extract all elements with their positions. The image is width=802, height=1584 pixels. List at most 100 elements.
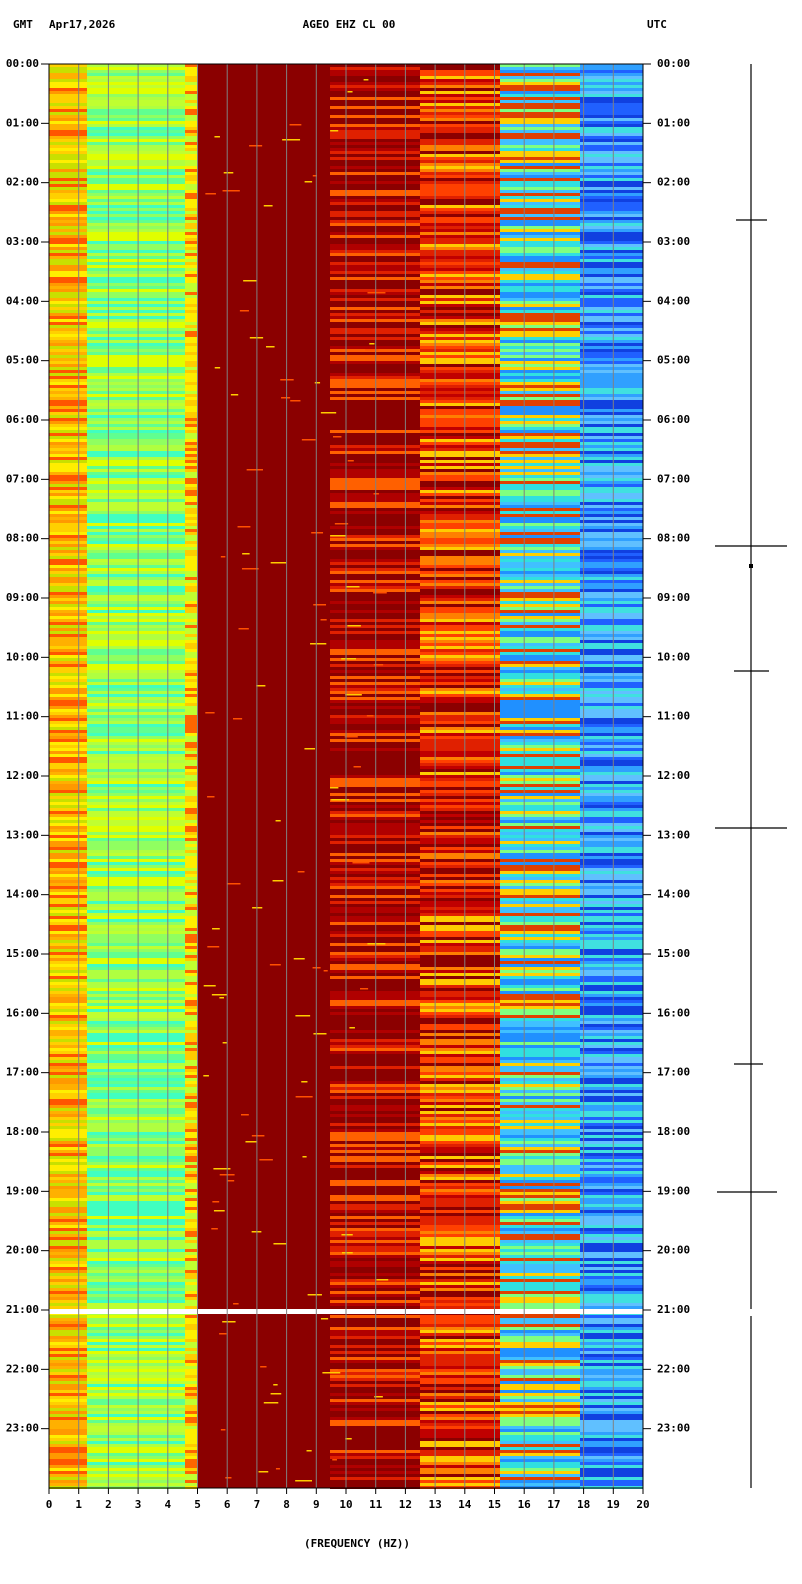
spectrogram-row [49, 472, 87, 475]
spectrogram-row [87, 70, 185, 73]
spectrogram-row [500, 721, 580, 724]
spectrogram-row [185, 472, 197, 475]
spectrogram-row [420, 994, 500, 997]
spectrogram-row [49, 127, 87, 130]
spectrogram-row [420, 544, 500, 547]
spectrogram-row [580, 322, 643, 325]
spectrogram-row [87, 1318, 185, 1321]
spectrogram-row [330, 817, 420, 820]
spectrogram-row [580, 1231, 643, 1234]
spectrogram-row [500, 553, 580, 556]
spectrogram-row [87, 1039, 185, 1042]
spectrogram-row [49, 184, 87, 187]
spectrogram-row [420, 553, 500, 556]
spectrogram-row [580, 883, 643, 886]
spectrogram-row [87, 505, 185, 508]
spectrogram-row [330, 895, 420, 898]
spectrogram-row [330, 1360, 420, 1363]
spectrogram-row [420, 298, 500, 301]
spectrogram-row [580, 658, 643, 661]
spectrogram-row [49, 508, 87, 511]
spectrogram-row [87, 1027, 185, 1030]
spectrogram-row [49, 928, 87, 931]
spectrogram-row [185, 460, 197, 463]
spectrogram-row [500, 664, 580, 667]
spectrogram-row [580, 313, 643, 316]
spectrogram-row [87, 1288, 185, 1291]
spectrogram-row [87, 865, 185, 868]
spectrogram-row [49, 865, 87, 868]
y-tick-label: 15:00 [6, 947, 39, 960]
spectrogram-row [87, 421, 185, 424]
spectrogram-row [87, 778, 185, 781]
spectrogram-row [87, 403, 185, 406]
spectrogram-row [330, 907, 420, 910]
spectrogram-row [185, 766, 197, 769]
spectrogram-row [185, 421, 197, 424]
spectrogram-row [87, 1483, 185, 1486]
spectrogram-row [330, 1435, 420, 1438]
y-tick-label: 00:00 [6, 57, 39, 70]
spectrogram-row [420, 1426, 500, 1429]
spectrogram-row [420, 1360, 500, 1363]
spectrogram-row [87, 856, 185, 859]
spectrogram-row [330, 217, 420, 220]
spectrogram-row [500, 934, 580, 937]
spectrogram-row [49, 406, 87, 409]
spectrogram-streak [345, 1438, 352, 1440]
spectrogram-row [420, 232, 500, 235]
spectrogram-row [185, 922, 197, 925]
y-tick-label-right: 05:00 [657, 354, 690, 367]
spectrogram-row [330, 862, 420, 865]
spectrogram-row [500, 1357, 580, 1360]
spectrogram-row [49, 1396, 87, 1399]
spectrogram-row [87, 1381, 185, 1384]
spectrogram-row [49, 1483, 87, 1486]
spectrogram-row [580, 1369, 643, 1372]
spectrogram-row [580, 67, 643, 70]
spectrogram-row [87, 952, 185, 955]
spectrogram-row [330, 307, 420, 310]
spectrogram-row [580, 292, 643, 295]
spectrogram-row [185, 1114, 197, 1117]
spectrogram-row [500, 1042, 580, 1045]
spectrogram-row [330, 403, 420, 406]
spectrogram-row [185, 385, 197, 388]
spectrogram-row [49, 1222, 87, 1225]
spectrogram-row [500, 997, 580, 1000]
spectrogram-row [580, 391, 643, 394]
spectrogram-row [330, 784, 420, 787]
spectrogram-row [580, 307, 643, 310]
spectrogram-row [185, 850, 197, 853]
spectrogram-row [49, 370, 87, 373]
spectrogram-row [87, 229, 185, 232]
spectrogram-row [420, 394, 500, 397]
spectrogram-row [330, 991, 420, 994]
spectrogram-row [87, 1255, 185, 1258]
spectrogram-row [49, 1246, 87, 1249]
spectrogram-row [330, 322, 420, 325]
spectrogram-row [420, 1237, 500, 1240]
spectrogram-row [49, 1231, 87, 1234]
spectrogram-row [580, 124, 643, 127]
spectrogram-row [87, 1300, 185, 1303]
spectrogram-streak [273, 1243, 287, 1245]
spectrogram-row [580, 676, 643, 679]
spectrogram-row [185, 409, 197, 412]
spectrogram-row [185, 808, 197, 811]
spectrogram-row [330, 670, 420, 673]
spectrogram-row [330, 1195, 420, 1198]
spectrogram-row [330, 1237, 420, 1240]
spectrogram-row [500, 1372, 580, 1375]
spectrogram-row [49, 211, 87, 214]
spectrogram-streak [212, 928, 220, 930]
spectrogram-row [580, 739, 643, 742]
spectrogram-row [87, 706, 185, 709]
spectrogram-row [185, 601, 197, 604]
spectrogram-row [580, 796, 643, 799]
spectrogram-row [87, 139, 185, 142]
spectrogram-row [580, 1462, 643, 1465]
spectrogram-row [580, 877, 643, 880]
spectrogram-row [420, 1060, 500, 1063]
spectrogram-row [500, 1021, 580, 1024]
